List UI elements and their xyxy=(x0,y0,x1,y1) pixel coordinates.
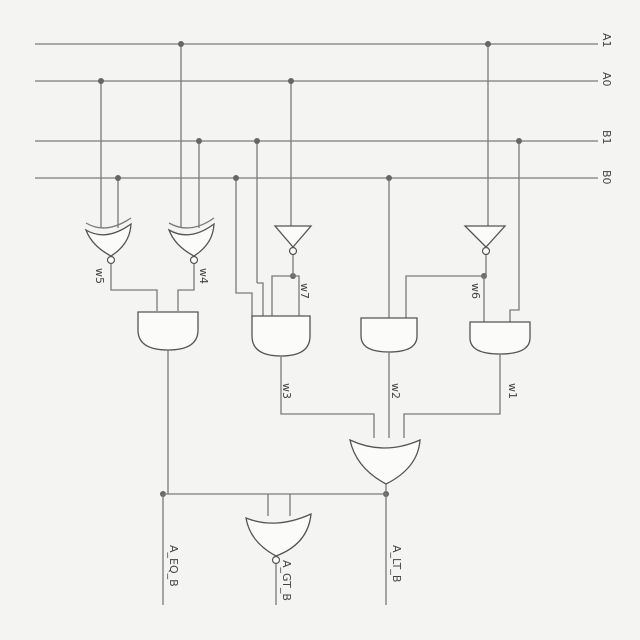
label-b0: B0 xyxy=(600,170,613,185)
junction-dots xyxy=(98,41,522,497)
nor-gate-gt xyxy=(245,512,312,565)
label-w6: w6 xyxy=(469,283,482,299)
input-bus xyxy=(35,43,598,179)
label-w1: w1 xyxy=(506,383,519,399)
or-gate-lt xyxy=(349,438,421,485)
label-b1: B1 xyxy=(600,130,613,145)
nor-input-wires xyxy=(163,493,386,516)
label-a0: A0 xyxy=(600,72,613,87)
middle-wires xyxy=(110,255,487,322)
label-a-eq-b: A_EQ_B xyxy=(167,545,180,587)
not-gate-w6 xyxy=(463,225,507,256)
and-gate-w2 xyxy=(360,317,418,353)
wire-labels: w5 w4 w7 w6 w3 w2 w1 xyxy=(93,268,519,399)
and-gate-left xyxy=(137,311,199,351)
label-a1: A1 xyxy=(600,33,613,48)
label-a-lt-b: A_LT_B xyxy=(390,545,403,582)
output-labels: A_EQ_B A_GT_B A_LT_B xyxy=(167,545,403,601)
and-gate-w1 xyxy=(469,321,531,355)
input-labels: A1 A0 B1 B0 xyxy=(600,33,613,185)
label-w7: w7 xyxy=(298,283,311,299)
label-w3: w3 xyxy=(280,383,293,399)
label-a-gt-b: A_GT_B xyxy=(280,560,293,601)
not-gate-w7 xyxy=(273,225,313,256)
label-w2: w2 xyxy=(389,383,402,399)
tap-wires xyxy=(100,44,520,322)
and-gate-w3 xyxy=(251,315,311,357)
label-w5: w5 xyxy=(93,268,106,284)
and-output-wires xyxy=(167,350,501,494)
xnor-gate-w5 xyxy=(84,217,132,265)
xnor-gate-w4 xyxy=(167,217,215,265)
label-w4: w4 xyxy=(197,268,210,284)
